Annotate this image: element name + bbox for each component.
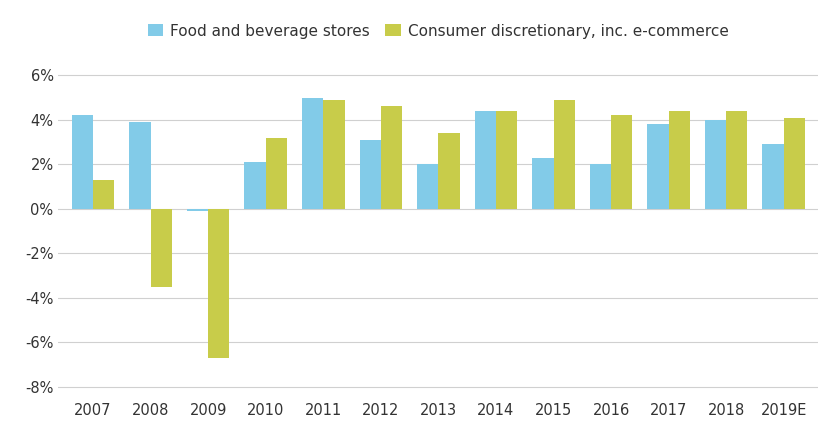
Bar [129,122,150,209]
Bar [381,107,402,209]
Bar [266,137,287,209]
Bar [93,180,114,209]
Bar [438,133,460,209]
Bar [323,100,345,209]
Legend: Food and beverage stores, Consumer discretionary, inc. e-commerce: Food and beverage stores, Consumer discr… [148,23,729,38]
Bar [705,120,726,209]
Bar [784,118,805,209]
Bar [554,100,574,209]
Bar [245,162,266,209]
Bar [72,115,93,209]
Bar [474,111,496,209]
Bar [208,209,230,358]
Bar [150,209,172,286]
Bar [187,209,208,211]
Bar [762,144,784,209]
Bar [611,115,632,209]
Bar [496,111,517,209]
Bar [532,158,554,209]
Bar [590,164,611,209]
Bar [726,111,747,209]
Bar [669,111,690,209]
Bar [417,164,438,209]
Bar [647,124,669,209]
Bar [302,98,323,209]
Bar [360,140,381,209]
